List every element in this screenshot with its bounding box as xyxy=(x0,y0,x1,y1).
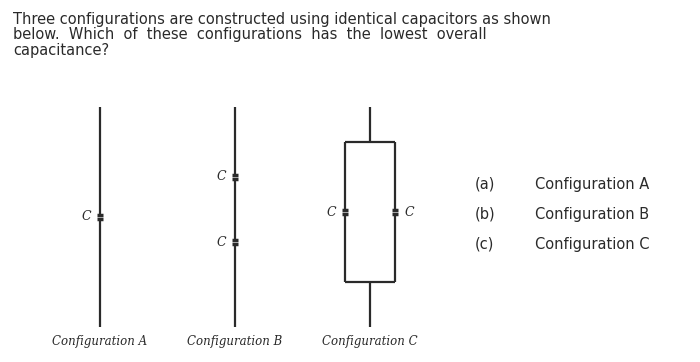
Text: C: C xyxy=(216,236,226,248)
Text: Three configurations are constructed using identical capacitors as shown: Three configurations are constructed usi… xyxy=(13,12,551,27)
Text: capacitance?: capacitance? xyxy=(13,43,109,58)
Text: (b): (b) xyxy=(475,206,496,222)
Text: Configuration B: Configuration B xyxy=(188,335,283,348)
Text: (c): (c) xyxy=(475,236,494,252)
Text: Configuration B: Configuration B xyxy=(535,206,649,222)
Text: C: C xyxy=(81,210,91,223)
Text: Configuration A: Configuration A xyxy=(535,177,650,191)
Text: Configuration C: Configuration C xyxy=(322,335,418,348)
Text: Configuration C: Configuration C xyxy=(535,236,650,252)
Text: Configuration A: Configuration A xyxy=(52,335,148,348)
Text: below.  Which  of  these  configurations  has  the  lowest  overall: below. Which of these configurations has… xyxy=(13,28,486,42)
Text: (a): (a) xyxy=(475,177,496,191)
Text: C: C xyxy=(326,206,336,219)
Text: C: C xyxy=(216,171,226,184)
Text: C: C xyxy=(404,206,414,219)
